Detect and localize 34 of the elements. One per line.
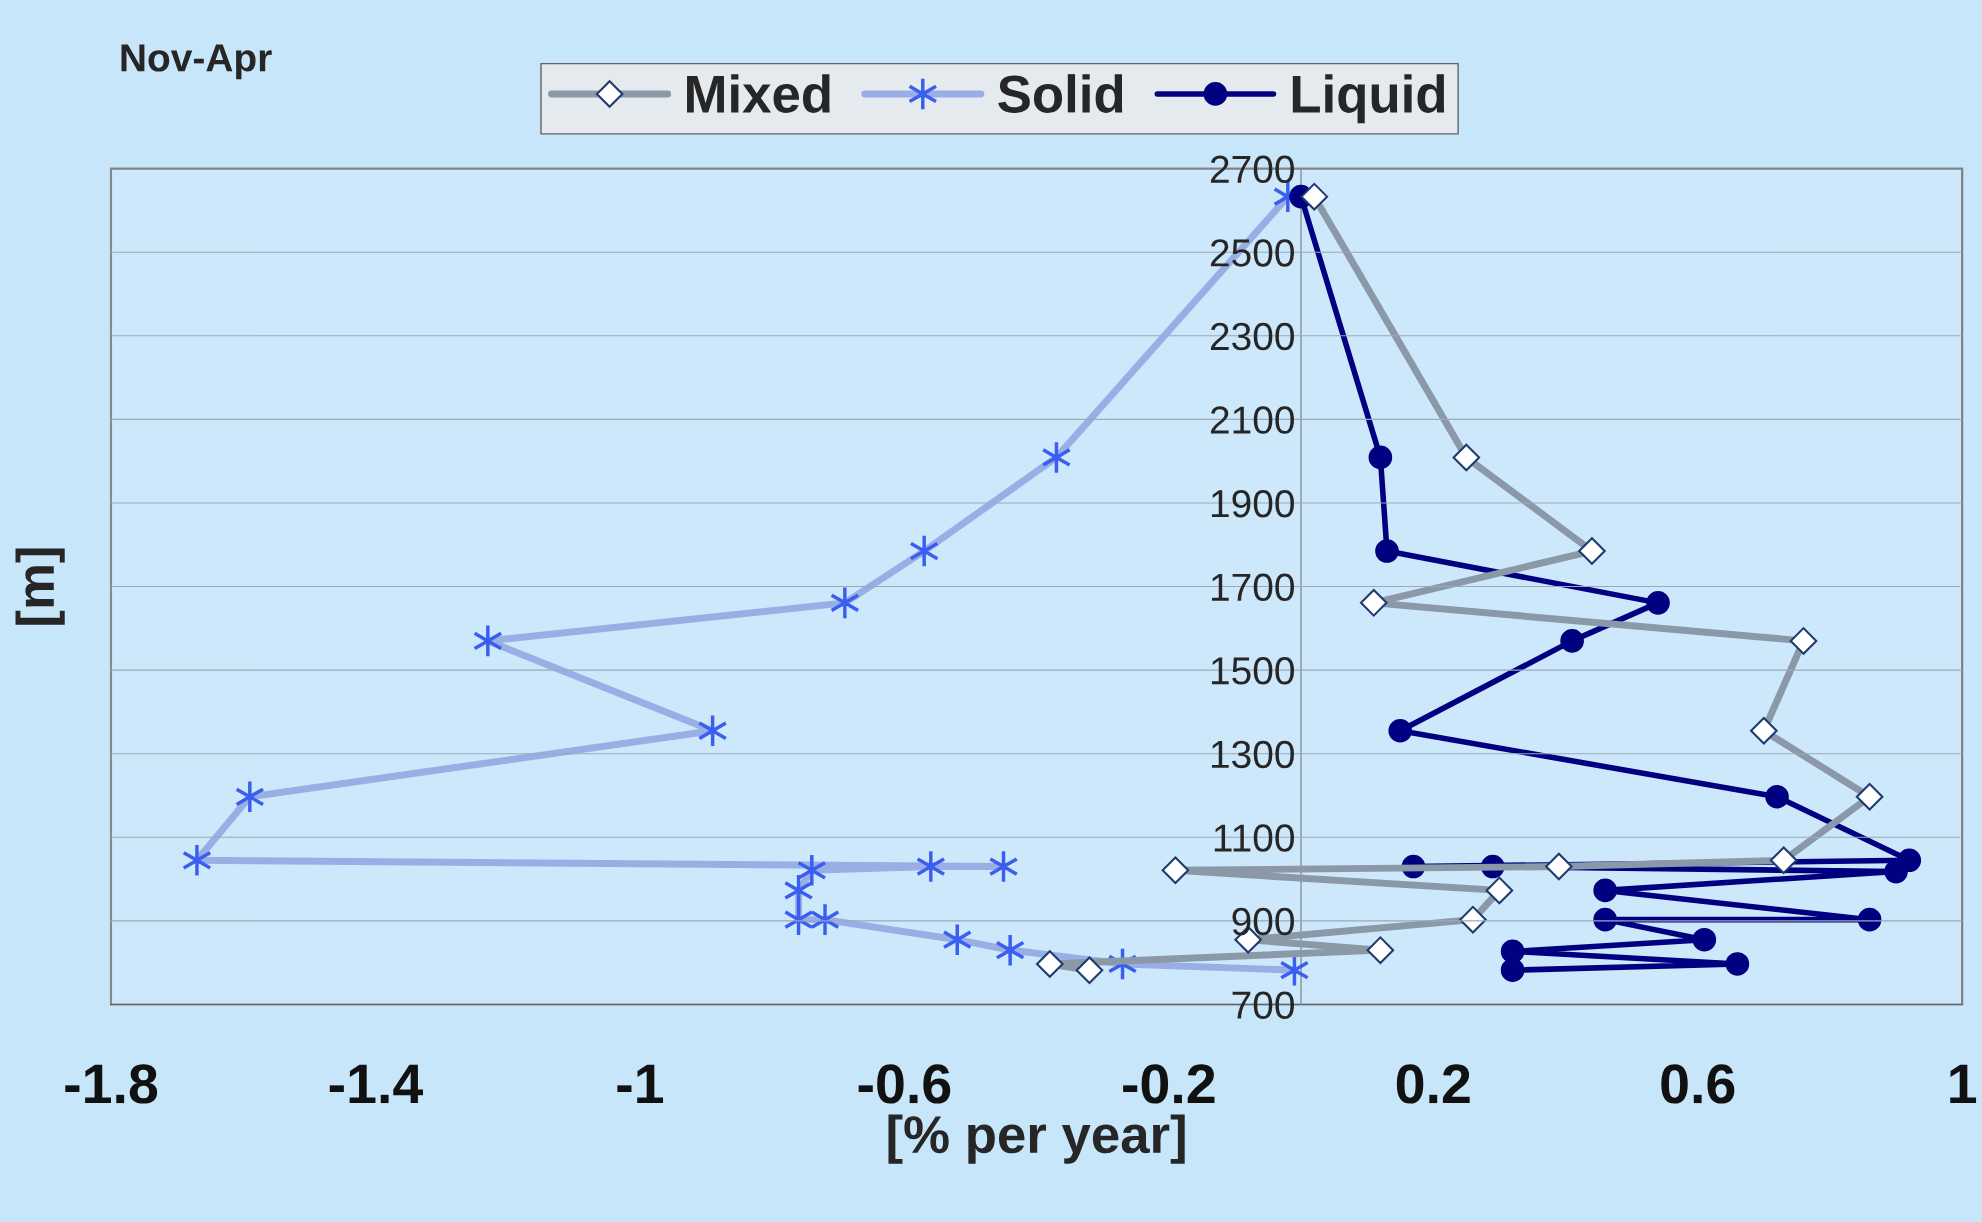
point: [1500, 958, 1525, 983]
x-axis-title: [% per year]: [888, 1114, 1185, 1164]
x-tick-label: 0.2: [1396, 1064, 1470, 1104]
x-tick-label: -0.6: [858, 1064, 951, 1104]
y-tick-label: 2300: [1210, 322, 1294, 351]
point: [1692, 927, 1717, 952]
y-tick-label: 1900: [1211, 489, 1294, 518]
y-tick-label: 1100: [1214, 824, 1294, 852]
chart-title: Nov-Apr: [121, 44, 272, 80]
point: [1388, 718, 1413, 743]
legend-label: Liquid: [1292, 74, 1445, 124]
point: [1765, 784, 1789, 809]
x-tick-label: -1.8: [65, 1064, 158, 1104]
point: [1725, 952, 1750, 976]
x-tick-label: -1.4: [329, 1064, 424, 1104]
y-tick-label: 1500: [1211, 657, 1294, 685]
legend-label: Solid: [998, 74, 1123, 113]
y-tick-label: 2100: [1210, 406, 1294, 434]
point: [1646, 591, 1670, 615]
legend-label: Mixed: [687, 74, 830, 113]
y-tick-label: 900: [1232, 907, 1294, 936]
y-tick-label: 1300: [1211, 740, 1294, 769]
x-tick-label: -1: [617, 1064, 664, 1104]
y-tick-label: 2500: [1210, 239, 1294, 267]
point: [1375, 539, 1399, 563]
y-tick-label: 1700: [1211, 573, 1294, 602]
x-tick-label: 1: [1950, 1064, 1977, 1104]
y-tick-label: 2700: [1210, 155, 1294, 184]
x-tick-label: 0.6: [1661, 1064, 1735, 1104]
point: [1368, 445, 1393, 470]
x-tick-label: -0.2: [1123, 1064, 1215, 1104]
y-axis-title: [m]: [15, 548, 65, 625]
point: [1560, 629, 1584, 653]
point: [1593, 878, 1617, 903]
